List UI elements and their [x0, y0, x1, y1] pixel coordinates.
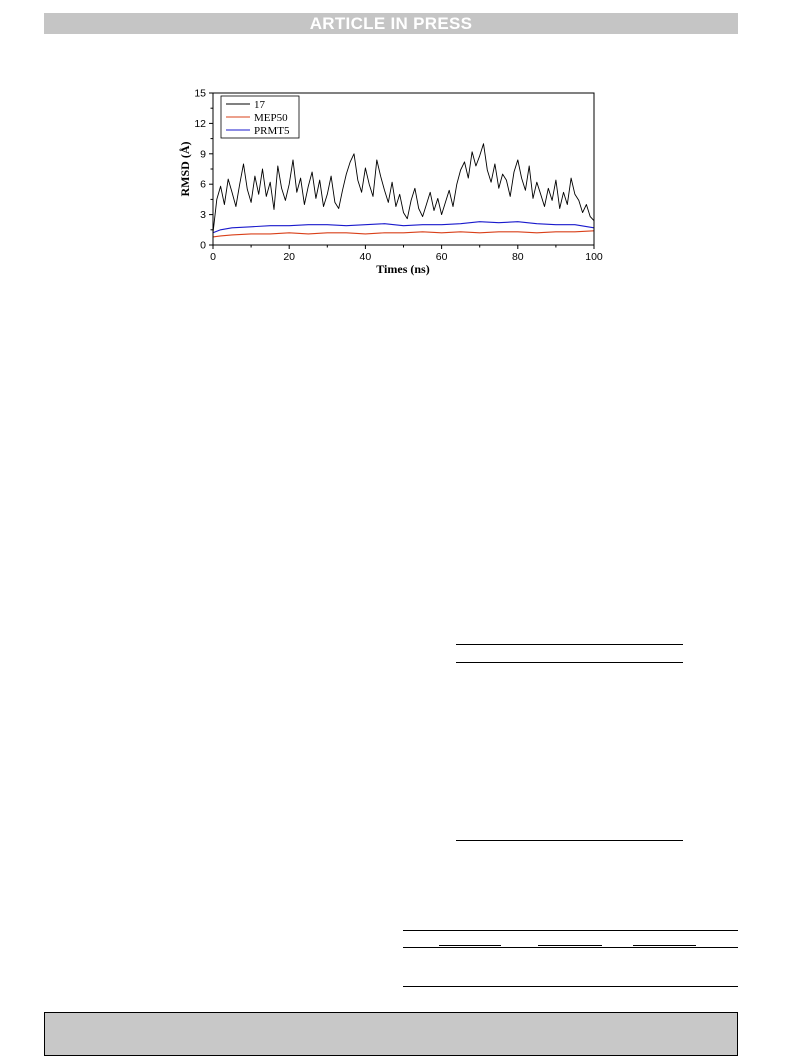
series-line-17: [212, 143, 595, 233]
article-in-press-banner: ARTICLE IN PRESS: [44, 13, 738, 34]
rmsd-chart-svg: 0 20 40 60 80 100 0 3 6 9 12 15 Times (ns) RMSD (Å…: [178, 88, 603, 277]
y-tick-label: 6: [200, 179, 206, 191]
table1-top-rule: [456, 644, 683, 645]
table1-header-rule: [456, 662, 683, 663]
y-tick-label: 12: [194, 118, 206, 130]
rmsd-chart: 0 20 40 60 80 100 0 3 6 9 12 15 Times (ns) RMSD (Å…: [175, 84, 610, 284]
x-tick-label: 40: [360, 251, 372, 263]
x-axis-ticks: 0 20 40 60 80 100: [210, 245, 603, 263]
x-tick-label: 20: [283, 251, 295, 263]
legend-label-prmt5: PRMT5: [254, 125, 290, 137]
table2-header-rule: [403, 947, 738, 948]
footer-citation-box: [44, 1012, 738, 1056]
table2-bottom-rule: [403, 986, 738, 987]
y-tick-label: 9: [200, 148, 206, 160]
table2-top-rule: [403, 930, 738, 931]
series-line-prmt5: [212, 221, 595, 234]
legend-label-mep50: MEP50: [254, 112, 288, 124]
x-tick-label: 100: [585, 251, 603, 263]
y-tick-label: 0: [200, 240, 206, 252]
table2-group-rule-3: [633, 945, 696, 946]
y-tick-label: 15: [194, 88, 206, 100]
y-tick-label: 3: [200, 209, 206, 221]
legend-label-17: 17: [254, 99, 266, 111]
x-tick-label: 60: [436, 251, 448, 263]
x-tick-label: 0: [210, 251, 216, 263]
x-axis-label: Times (ns): [376, 262, 429, 276]
plot-area: [212, 143, 595, 238]
y-axis-label: RMSD (Å): [178, 142, 192, 197]
legend: 17 MEP50 PRMT5: [220, 95, 300, 139]
table2-group-rule-2: [538, 945, 602, 946]
table1-bottom-rule: [456, 840, 683, 841]
series-line-mep50: [212, 230, 595, 238]
table2-group-rule-1: [439, 945, 501, 946]
x-tick-label: 80: [512, 251, 524, 263]
y-axis-ticks: 0 3 6 9 12 15: [194, 88, 213, 252]
